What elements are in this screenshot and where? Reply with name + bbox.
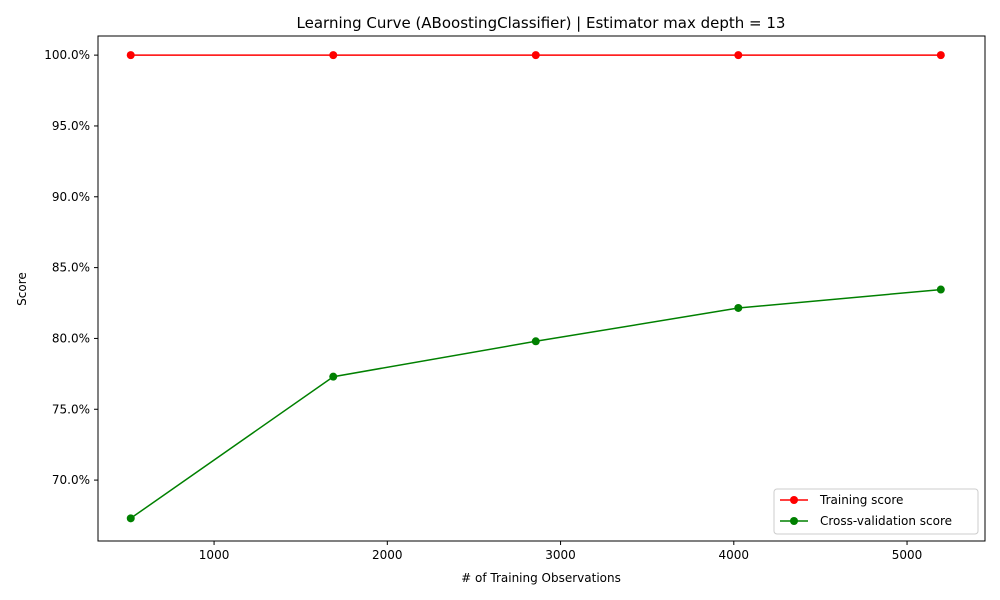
y-tick-label: 95.0% [52, 119, 90, 133]
series-cross-validation-score [126, 285, 945, 523]
data-point-training-score [936, 51, 945, 60]
data-point-training-score [126, 51, 135, 60]
y-axis-title: Score [15, 272, 29, 306]
legend-frame [773, 488, 979, 535]
x-axis: 1000 2000 3000 4000 5000 [199, 541, 923, 562]
legend-swatch-marker [790, 496, 798, 504]
data-point-training-score [531, 51, 540, 60]
x-tick-label: 3000 [545, 548, 576, 562]
legend-label: Training score [819, 493, 903, 507]
legend: Training score Cross-validation score [773, 488, 979, 535]
legend-entry-cross-validation-score: Cross-validation score [780, 514, 952, 528]
plot-frame [97, 35, 986, 542]
x-axis-title: # of Training Observations [461, 571, 621, 585]
plot-area [97, 35, 986, 542]
y-tick-label: 70.0% [52, 473, 90, 487]
y-tick-label: 75.0% [52, 402, 90, 416]
data-point-cross-validation-score [329, 372, 338, 381]
y-tick-label: 90.0% [52, 190, 90, 204]
y-tick-label: 100.0% [44, 48, 90, 62]
series-line-cross-validation-score [130, 288, 941, 519]
data-point-cross-validation-score [936, 285, 945, 294]
data-point-cross-validation-score [734, 303, 743, 312]
data-point-training-score [329, 51, 338, 60]
series-training-score [126, 51, 945, 60]
legend-entry-training-score: Training score [780, 493, 903, 507]
x-tick-label: 1000 [199, 548, 230, 562]
y-axis: 70.0% 75.0% 80.0% 85.0% 90.0% 95.0% 100.0% [44, 48, 98, 487]
chart-title: Learning Curve (ABoostingClassifier) | E… [297, 14, 786, 32]
x-tick-label: 2000 [372, 548, 403, 562]
legend-swatch-marker [790, 517, 798, 525]
y-tick-label: 80.0% [52, 331, 90, 345]
series-layer [126, 51, 945, 523]
x-tick-label: 4000 [719, 548, 750, 562]
y-tick-label: 85.0% [52, 261, 90, 275]
data-point-training-score [734, 51, 743, 60]
legend-entries: Training score Cross-validation score [780, 493, 952, 528]
data-point-cross-validation-score [531, 337, 540, 346]
legend-label: Cross-validation score [820, 514, 952, 528]
data-point-cross-validation-score [126, 514, 135, 523]
x-tick-label: 5000 [892, 548, 923, 562]
